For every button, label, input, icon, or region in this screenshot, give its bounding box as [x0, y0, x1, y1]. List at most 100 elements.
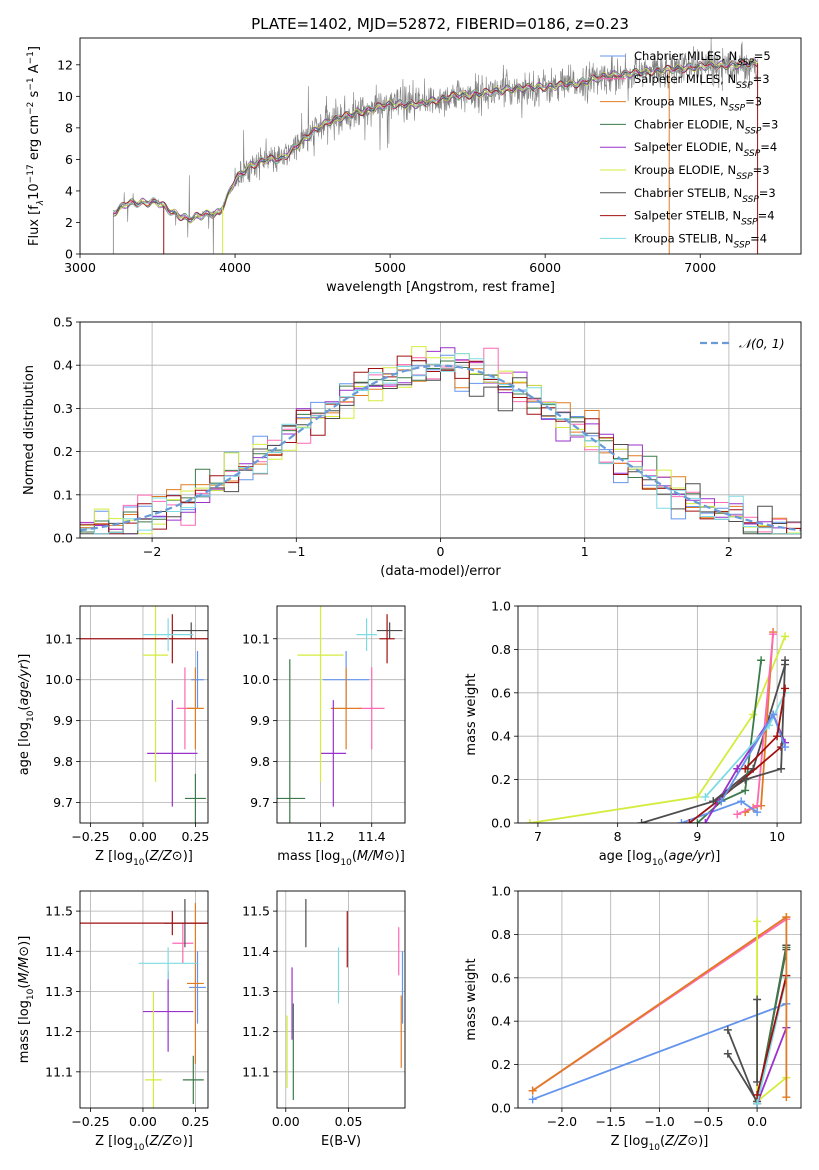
- y-tick-label: 11.4: [45, 944, 73, 959]
- x-tick-label: 0: [437, 544, 445, 559]
- y-tick-label: 11.4: [242, 944, 270, 959]
- errorbar-salpeter_elodie: [142, 971, 194, 1052]
- series-line: [532, 1002, 787, 1101]
- series-marker: [782, 913, 791, 922]
- y-tick-label: 11.2: [242, 1024, 270, 1039]
- label-part: λ: [36, 200, 46, 206]
- label-part: SSP: [736, 81, 753, 91]
- x-tick-label: −0.5: [693, 1114, 723, 1129]
- errorbar-chabrier_miles: [191, 651, 204, 709]
- label-part: Salpeter MILES, N: [634, 72, 736, 86]
- y-tick-label: 11.5: [242, 904, 270, 919]
- y-tick-label: 9.7: [53, 795, 73, 810]
- y-tick-label: 11.1: [242, 1064, 270, 1079]
- plot-area-age_vs_mass: [277, 606, 403, 823]
- x-tick-label: 5000: [374, 260, 406, 275]
- label-part: Chabrier MILES, N: [634, 49, 737, 63]
- label-part: E(B-V): [321, 1134, 361, 1149]
- plots-layer: 3000 4000 5000 6000 7000024681012wavelength …: [17, 37, 802, 1153]
- label-part: 10: [133, 1143, 145, 1153]
- label-part: mass weight: [464, 673, 479, 755]
- series-salpeter_miles: [733, 630, 778, 819]
- y-tick-label: 0.0: [491, 1101, 511, 1116]
- label-part: SSP: [737, 58, 754, 68]
- y-tick-label: 11.2: [45, 1024, 73, 1039]
- label-part: mass [log: [17, 1000, 32, 1063]
- series-marker: [685, 819, 694, 823]
- label-part: erg cm: [27, 115, 42, 164]
- label-part: s: [27, 90, 42, 101]
- label-part: =3: [759, 186, 776, 200]
- series-marker: [777, 764, 786, 773]
- x-tick-label: 3000: [64, 260, 96, 275]
- y-tick-label: 8: [65, 120, 73, 135]
- plot-area-mass_vs_ebv: [286, 899, 404, 1100]
- y-tick-label: 0.2: [491, 772, 511, 787]
- series-line: [696, 660, 762, 823]
- label-part: )]: [395, 849, 405, 864]
- y-tick-label: 10.0: [45, 672, 73, 687]
- x-tick-label: 9: [693, 829, 701, 844]
- label-part: Kroupa MILES, N: [634, 95, 729, 109]
- series-marker: [781, 743, 790, 752]
- errorbar-salpeter_miles: [358, 667, 385, 750]
- label-part: Chabrier ELODIE, N: [634, 117, 745, 131]
- x-tick-label: 8: [614, 829, 622, 844]
- label-part: (: [663, 849, 668, 864]
- series-line: [712, 660, 786, 803]
- label-part: =4: [750, 231, 767, 245]
- x-tick-label: 0.25: [181, 829, 209, 844]
- label-part: age/yr: [17, 662, 32, 705]
- label-part: 10: [649, 1143, 661, 1153]
- y-tick-label: 11.3: [45, 984, 73, 999]
- y-axis-label: Normed distribution: [22, 365, 37, 495]
- label-part: 10: [133, 858, 145, 868]
- label-part: =3: [761, 117, 778, 131]
- axes-residuals: −2 −1 0 1 2 0.0 0.1 0.2 0.3 0.4 0.5 (data-model)/er…: [22, 315, 802, 579]
- y-tick-label: 6: [65, 152, 73, 167]
- model-line-salpeter_stelib: [113, 60, 758, 221]
- label-part: Normed distribution: [22, 365, 37, 495]
- errorbar-chabrier_miles: [189, 951, 206, 1024]
- y-tick-label: 0.8: [491, 927, 511, 942]
- legend-label-salpeter_elodie: Salpeter ELODIE, NSSP=4: [634, 140, 777, 159]
- x-tick-label: 0.25: [181, 1114, 209, 1129]
- label-part: =4: [760, 140, 777, 154]
- label-part: ]: [27, 46, 42, 51]
- errorbar-kroupa_miles: [187, 667, 204, 750]
- series-marker: [709, 797, 718, 806]
- legend-label-chabrier_miles: Chabrier MILES, NSSP=5: [634, 49, 771, 68]
- y-tick-label: 1.0: [491, 884, 511, 899]
- label-part: )]: [183, 1134, 193, 1149]
- axes-frame: [517, 605, 802, 824]
- label-part: M/M⊙: [17, 946, 32, 984]
- errorbar-salpeter_stelib: [80, 614, 208, 664]
- series-marker: [757, 656, 766, 665]
- label-part: M/M⊙: [357, 849, 395, 864]
- axes-age_vs_z: −0.25 0.00 0.259.79.89.910.010.1Z [log10(Z…: [17, 605, 209, 868]
- series-salpeter_stelib: [741, 684, 790, 773]
- label-part: 10: [26, 988, 36, 1000]
- label-part: Chabrier STELIB, N: [634, 186, 742, 200]
- errorbar-kroupa_elodie: [297, 606, 344, 783]
- series-marker: [525, 819, 534, 823]
- errorbar-chabrier_stelib: [172, 622, 208, 639]
- label-part: SSP: [741, 218, 758, 228]
- label-part: −2: [26, 102, 36, 115]
- label-part: (data-model)/error: [380, 564, 501, 579]
- series-line: [756, 975, 788, 1096]
- label-part: Salpeter STELIB, N: [634, 209, 741, 223]
- label-part: (: [145, 1134, 150, 1149]
- y-tick-label: 0.2: [491, 1057, 511, 1072]
- series-marker: [723, 1049, 732, 1058]
- series-marker: [781, 684, 790, 693]
- y-tick-label: 0.1: [53, 487, 73, 502]
- x-tick-label: 0.00: [272, 1114, 300, 1129]
- histogram-kroupa_elodie: [80, 346, 801, 535]
- series-marker: [773, 732, 782, 741]
- errorbar-kroupa_elodie: [142, 606, 169, 783]
- errorbar-kroupa_miles: [187, 903, 204, 1064]
- legend-label-kroupa_elodie: Kroupa ELODIE, NSSP=3: [634, 163, 770, 182]
- x-axis-label: (data-model)/error: [380, 564, 501, 579]
